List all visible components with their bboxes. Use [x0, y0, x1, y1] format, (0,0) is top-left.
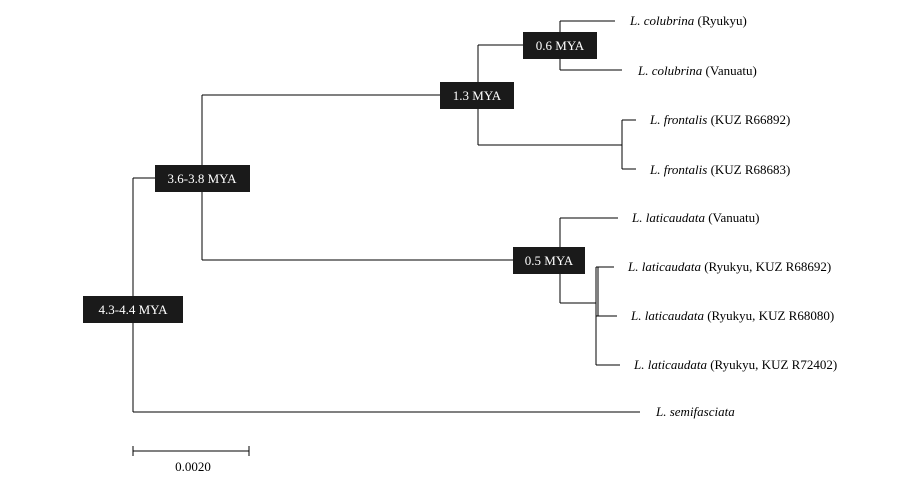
tip-label-laticaudata-68692: L. laticaudata (Ryukyu, KUZ R68692) [627, 259, 831, 274]
tip-labels: L. colubrina (Ryukyu) L. colubrina (Vanu… [627, 13, 837, 419]
node-label-inner-clade-text: 3.6-3.8 MYA [168, 171, 238, 186]
tip-label-laticaudata-vanuatu: L. laticaudata (Vanuatu) [631, 210, 759, 225]
node-label-colubrina-frontalis-text: 1.3 MYA [453, 88, 502, 103]
tip-label-frontalis-66892: L. frontalis (KUZ R66892) [649, 112, 790, 127]
node-label-colubrina-text: 0.6 MYA [536, 38, 585, 53]
scale-bar: 0.0020 [132, 446, 250, 474]
node-label-colubrina: 0.6 MYA [523, 32, 597, 59]
tip-label-frontalis-68683: L. frontalis (KUZ R68683) [649, 162, 790, 177]
tip-label-laticaudata-68080: L. laticaudata (Ryukyu, KUZ R68080) [630, 308, 834, 323]
tip-label-colubrina-ryukyu: L. colubrina (Ryukyu) [629, 13, 747, 28]
node-label-root-text: 4.3-4.4 MYA [99, 302, 169, 317]
tree-branches [132, 20, 640, 413]
node-label-laticaudata-text: 0.5 MYA [525, 253, 574, 268]
node-label-inner-clade: 3.6-3.8 MYA [155, 165, 250, 192]
tip-label-laticaudata-72402: L. laticaudata (Ryukyu, KUZ R72402) [633, 357, 837, 372]
scale-bar-label: 0.0020 [175, 459, 211, 474]
node-label-root: 4.3-4.4 MYA [83, 296, 183, 323]
tip-label-colubrina-vanuatu: L. colubrina (Vanuatu) [637, 63, 757, 78]
node-label-colubrina-frontalis: 1.3 MYA [440, 82, 514, 109]
node-label-laticaudata: 0.5 MYA [513, 247, 585, 274]
tip-label-semifasciata: L. semifasciata [655, 404, 735, 419]
